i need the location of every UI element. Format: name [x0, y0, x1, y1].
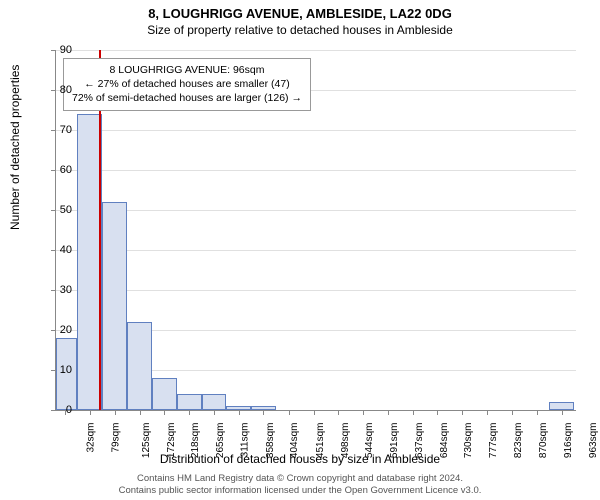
x-tick-label: 125sqm	[141, 423, 152, 459]
x-tick-label: 79sqm	[111, 423, 122, 453]
histogram-bar	[102, 202, 127, 410]
x-tick-label: 498sqm	[340, 423, 351, 459]
info-line-1: 8 LOUGHRIGG AVENUE: 96sqm	[72, 63, 302, 77]
attribution-line-2: Contains public sector information licen…	[0, 485, 600, 496]
attribution-text: Contains HM Land Registry data © Crown c…	[0, 473, 600, 496]
x-tick-label: 777sqm	[488, 423, 499, 459]
x-tick-label: 358sqm	[265, 423, 276, 459]
histogram-bar	[549, 402, 574, 410]
y-tick-label: 0	[42, 404, 72, 416]
histogram-bar	[177, 394, 202, 410]
y-tick-label: 80	[42, 84, 72, 96]
x-tick-label: 404sqm	[290, 423, 301, 459]
x-tick-label: 963sqm	[588, 423, 599, 459]
x-tick-label: 32sqm	[86, 423, 97, 453]
y-tick-label: 50	[42, 204, 72, 216]
x-tick-label: 730sqm	[463, 423, 474, 459]
chart-title-sub: Size of property relative to detached ho…	[0, 21, 600, 37]
y-axis-label: Number of detached properties	[8, 65, 22, 230]
y-tick-label: 70	[42, 124, 72, 136]
x-tick-label: 591sqm	[389, 423, 400, 459]
chart-title-main: 8, LOUGHRIGG AVENUE, AMBLESIDE, LA22 0DG	[0, 0, 600, 21]
histogram-bar	[77, 114, 102, 410]
y-tick-label: 60	[42, 164, 72, 176]
y-tick-label: 10	[42, 364, 72, 376]
x-tick-label: 311sqm	[239, 423, 250, 458]
x-tick-label: 637sqm	[414, 423, 425, 459]
info-line-3: 72% of semi-detached houses are larger (…	[72, 91, 302, 105]
histogram-bar	[152, 378, 177, 410]
x-tick-label: 684sqm	[439, 423, 450, 459]
x-tick-label: 218sqm	[190, 423, 201, 459]
x-tick-label: 544sqm	[364, 423, 375, 459]
x-tick-label: 451sqm	[315, 423, 326, 459]
x-tick-label: 870sqm	[538, 423, 549, 459]
x-tick-label: 823sqm	[513, 423, 524, 459]
info-annotation-box: 8 LOUGHRIGG AVENUE: 96sqm ← 27% of detac…	[63, 58, 311, 111]
y-tick-label: 40	[42, 244, 72, 256]
info-line-2: ← 27% of detached houses are smaller (47…	[72, 77, 302, 91]
y-tick-label: 90	[42, 44, 72, 56]
y-tick-label: 20	[42, 324, 72, 336]
y-tick-label: 30	[42, 284, 72, 296]
x-tick-label: 916sqm	[563, 423, 574, 459]
x-tick-label: 265sqm	[215, 423, 226, 459]
chart-container: 8, LOUGHRIGG AVENUE, AMBLESIDE, LA22 0DG…	[0, 0, 600, 500]
attribution-line-1: Contains HM Land Registry data © Crown c…	[0, 473, 600, 484]
histogram-bar	[202, 394, 227, 410]
x-tick-label: 172sqm	[166, 423, 177, 459]
histogram-bar	[127, 322, 152, 410]
